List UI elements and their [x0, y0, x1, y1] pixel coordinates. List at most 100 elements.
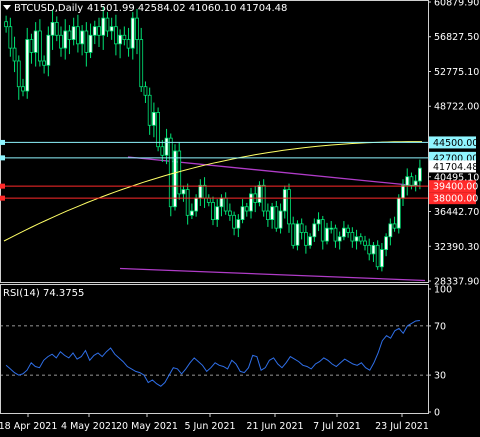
bull-candle-body: [71, 26, 76, 40]
level-price-label: 38000.00: [433, 194, 478, 205]
level-price-label: 44500.00: [433, 138, 478, 149]
current-price-label: 41704.48: [433, 162, 478, 173]
candle: [101, 5, 106, 50]
bear-candle-body: [206, 197, 211, 203]
bull-candle-body: [152, 112, 156, 126]
rsi-plot: [0, 320, 428, 387]
bear-candle-body: [320, 219, 325, 242]
level-handle-icon[interactable]: [0, 155, 5, 161]
level-price-tag: [429, 192, 476, 205]
candle: [168, 133, 173, 217]
level-handle-icon[interactable]: [0, 139, 5, 145]
bull-candle-body: [401, 184, 405, 199]
bear-candle-body: [160, 146, 165, 156]
time-tick-label: 18 Apr 2021: [0, 421, 57, 432]
bull-candle-body: [118, 34, 122, 45]
candle: [312, 218, 317, 242]
candle: [173, 144, 177, 211]
candle: [358, 233, 363, 245]
symbol-label: BTCUSD,Daily: [14, 3, 83, 14]
bear-candle-body: [211, 202, 215, 220]
candle: [8, 17, 13, 57]
candle: [42, 55, 46, 74]
candle: [350, 227, 355, 248]
price-tick-label: 40495.10: [434, 172, 479, 183]
candle: [405, 168, 410, 196]
bull-candle-body: [50, 22, 55, 36]
candle: [304, 225, 308, 254]
candle: [354, 229, 359, 250]
bear-candle-body: [202, 184, 207, 199]
time-tick-label: 23 Jul 2021: [375, 421, 429, 432]
bull-candle-body: [198, 184, 203, 199]
candle: [396, 194, 401, 234]
candle: [274, 201, 279, 232]
bear-candle-body: [232, 214, 236, 229]
level-handle-icon[interactable]: [0, 195, 5, 201]
bear-candle-body: [147, 94, 152, 126]
time-tick-label: 7 Jul 2021: [313, 421, 361, 432]
collapse-triangle-icon: [3, 5, 11, 10]
bear-candle-body: [185, 189, 190, 216]
bear-candle-body: [392, 223, 397, 229]
bear-candle-body: [29, 39, 34, 53]
price-tick-label: 60879.90: [434, 0, 479, 9]
candle: [80, 25, 84, 56]
candle: [337, 231, 342, 250]
bear-candle-body: [350, 232, 355, 242]
bull-candle-body: [33, 30, 38, 53]
bull-candle-body: [380, 249, 384, 268]
bear-candle-body: [12, 47, 17, 62]
bear-candle-body: [367, 244, 372, 255]
candle: [282, 185, 287, 219]
candle: [333, 224, 338, 248]
bull-candle-body: [164, 137, 169, 156]
candle: [63, 19, 68, 60]
candle: [4, 15, 8, 33]
bear-candle-body: [358, 236, 363, 242]
bear-candle-body: [409, 176, 414, 186]
candle: [143, 81, 148, 103]
bear-candle-body: [8, 26, 13, 49]
level-price-tag: [429, 136, 476, 149]
candle: [211, 196, 215, 226]
time-tick-label: 21 Jun 2021: [246, 421, 303, 432]
candle: [278, 203, 283, 234]
bear-candle-body: [143, 86, 148, 96]
candle: [270, 202, 274, 229]
bull-candle-body: [92, 26, 97, 36]
bull-candle-body: [190, 210, 194, 216]
bear-candle-body: [67, 30, 72, 40]
level-handle-icon[interactable]: [0, 183, 5, 189]
candle: [33, 22, 38, 67]
candle: [59, 26, 63, 57]
candle: [287, 183, 291, 233]
candle: [244, 202, 249, 217]
candle: [130, 12, 135, 60]
bear-candle-body: [333, 227, 338, 242]
bull-candle-body: [371, 244, 376, 255]
bull-candle-body: [316, 219, 321, 225]
candle: [109, 17, 114, 40]
bear-candle-body: [228, 210, 232, 216]
level-price-label: 42700.00: [433, 153, 478, 164]
bull-candle-body: [130, 17, 135, 49]
candle: [50, 10, 55, 50]
bear-candle-body: [223, 197, 228, 212]
candle: [135, 9, 139, 55]
bear-candle-body: [244, 206, 249, 212]
candle: [249, 187, 253, 219]
bull-candle-body: [101, 17, 106, 36]
bull-candle-body: [109, 26, 114, 32]
bear-candle-body: [59, 34, 63, 49]
bull-candle-body: [257, 184, 262, 203]
header-icon: [3, 5, 11, 10]
candle: [25, 27, 30, 99]
candle: [126, 27, 131, 57]
rsi-tick-label: 30: [434, 371, 446, 382]
bull-candle-body: [194, 197, 198, 212]
candle: [392, 216, 397, 232]
candle: [325, 222, 329, 245]
time-tick-label: 20 May 2021: [116, 421, 178, 432]
bear-candle-body: [38, 30, 42, 62]
